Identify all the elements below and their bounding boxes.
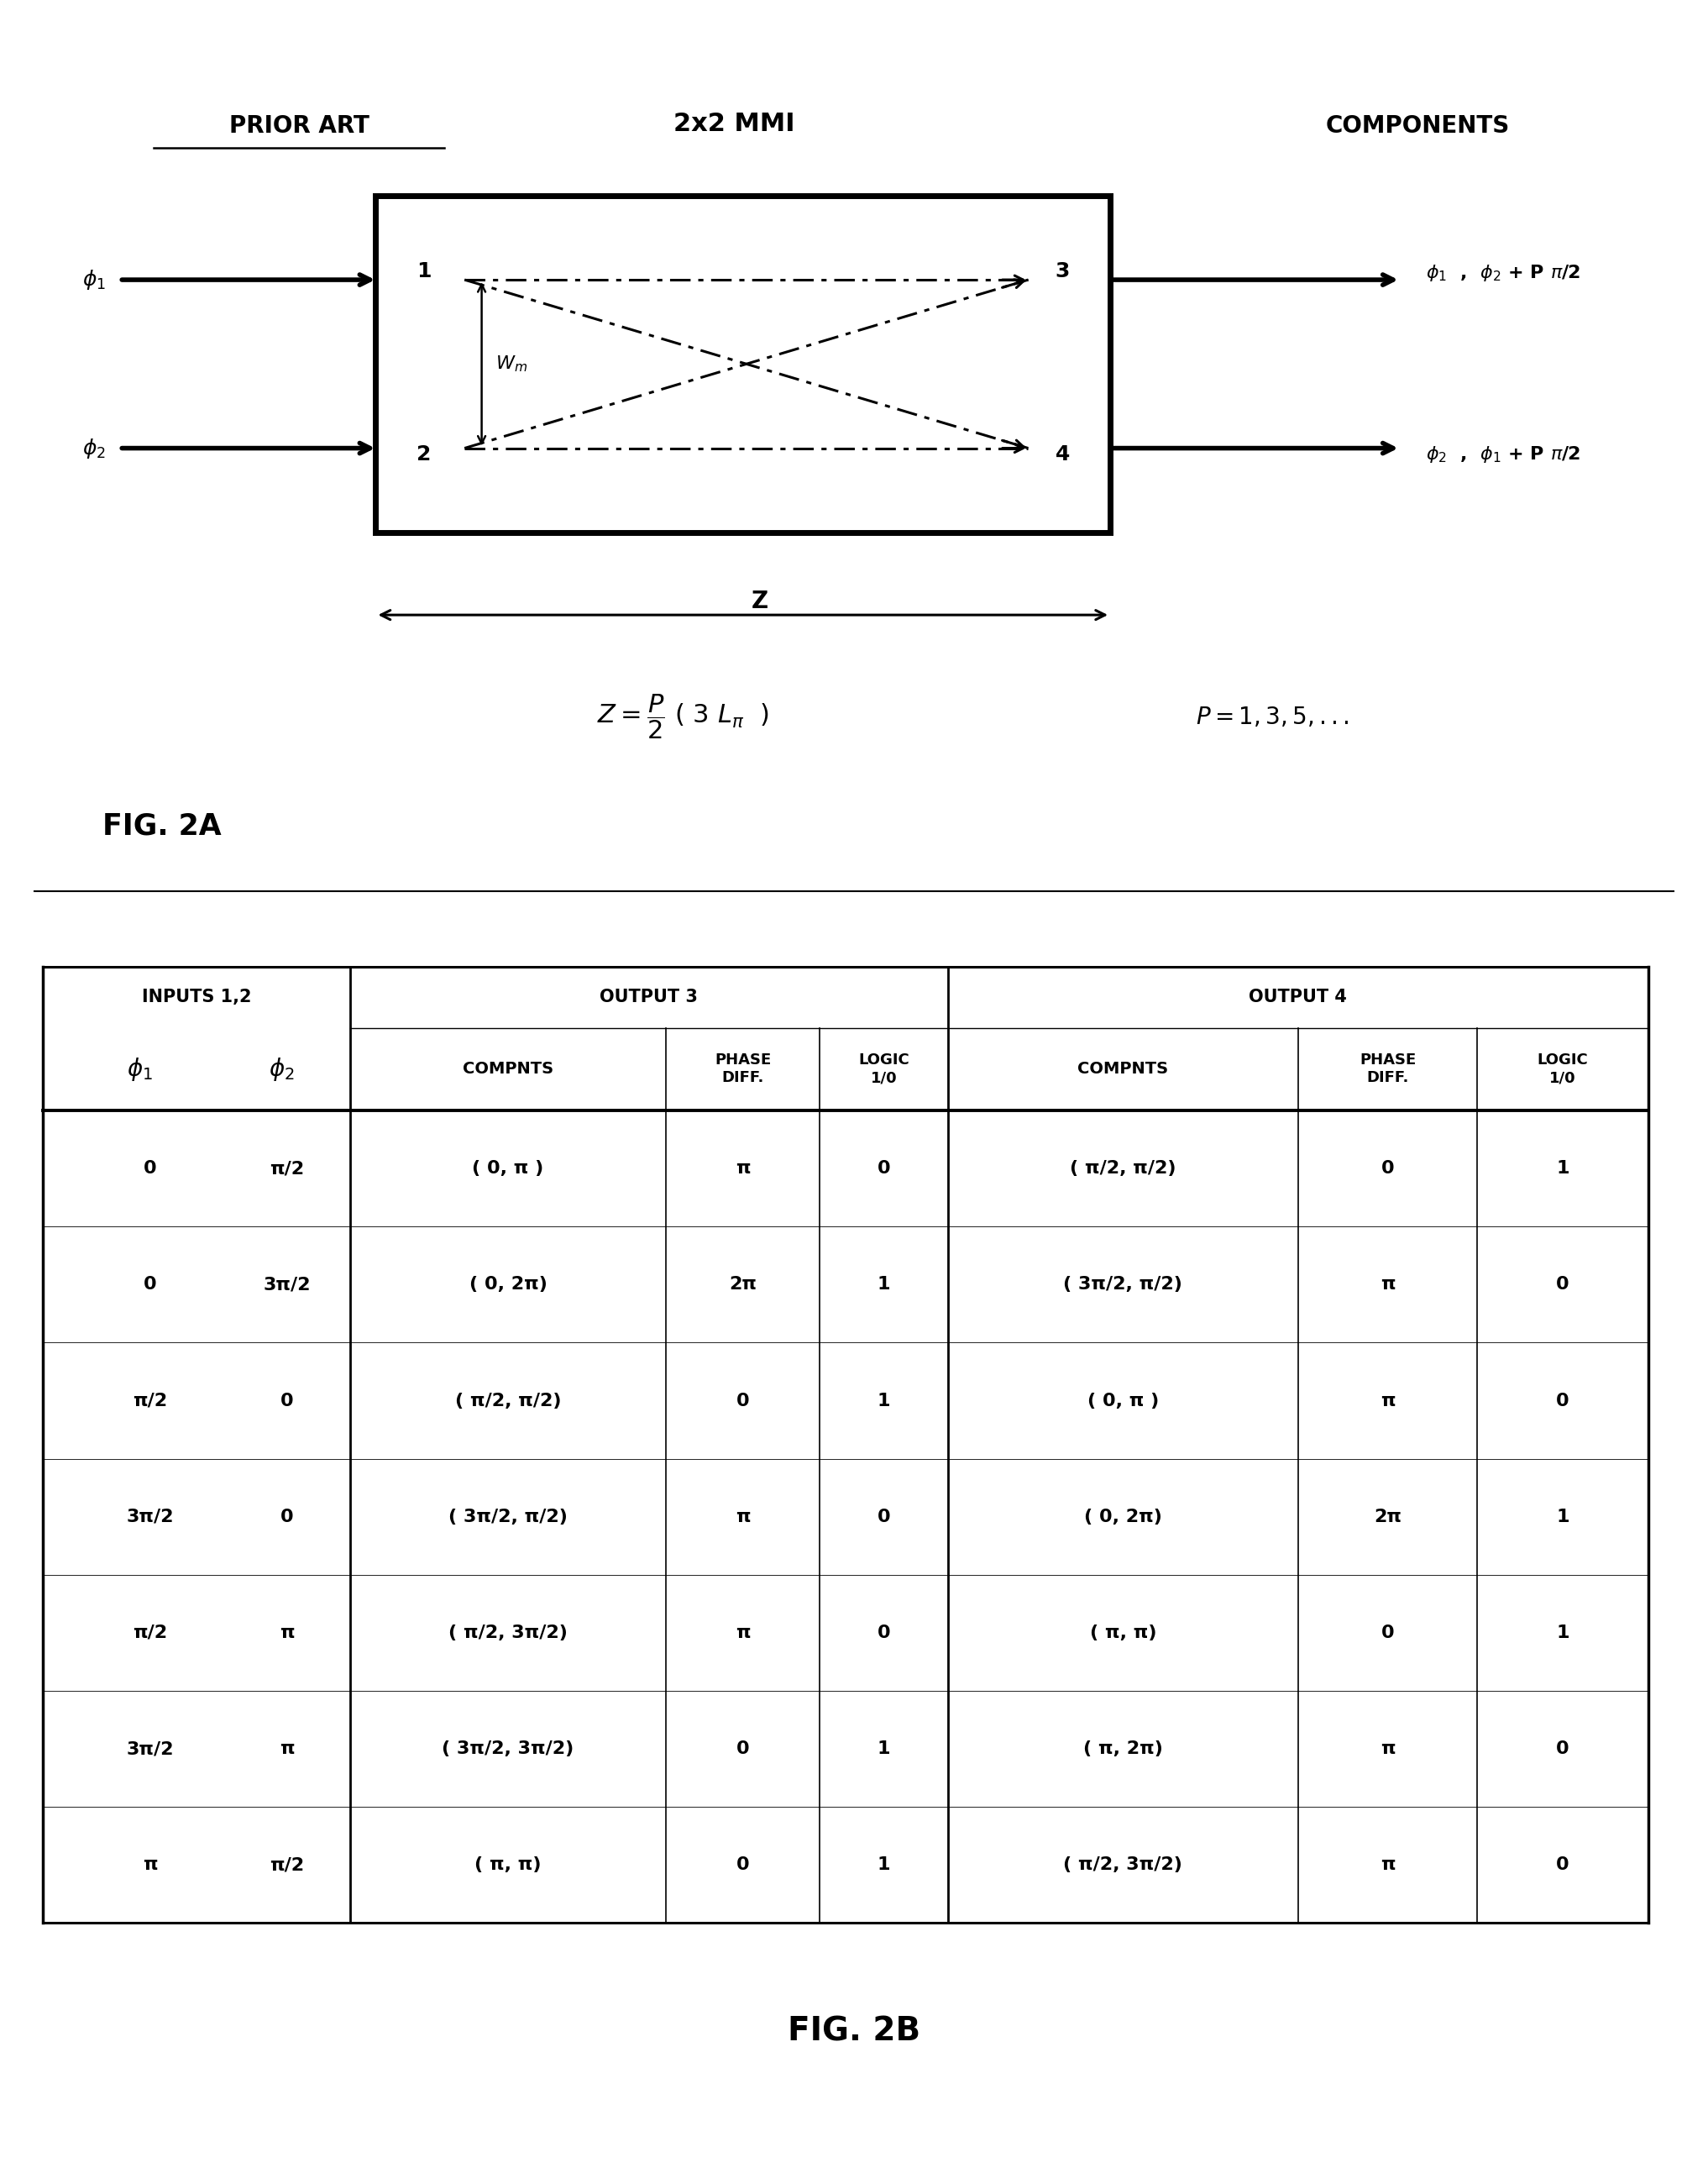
Text: ( π/2, π/2): ( π/2, π/2) [1069, 1160, 1177, 1178]
Text: $\phi_1$: $\phi_1$ [126, 1056, 154, 1082]
Text: 0: 0 [280, 1508, 294, 1525]
Text: LOGIC
1/0: LOGIC 1/0 [859, 1054, 909, 1084]
Text: 0: 0 [736, 1856, 750, 1873]
Text: 3: 3 [1056, 261, 1069, 280]
Text: 3π/2: 3π/2 [126, 1741, 174, 1758]
Text: 4: 4 [1056, 445, 1069, 465]
Text: ( π/2, 3π/2): ( π/2, 3π/2) [449, 1625, 567, 1641]
Text: 1: 1 [878, 1741, 890, 1758]
Text: FIG. 2A: FIG. 2A [102, 811, 222, 841]
Text: PHASE
DIFF.: PHASE DIFF. [1360, 1054, 1416, 1084]
Text: INPUTS 1,2: INPUTS 1,2 [142, 989, 251, 1006]
Text: 2π: 2π [1373, 1508, 1402, 1525]
Text: π: π [736, 1160, 750, 1178]
Text: 0: 0 [1556, 1276, 1570, 1293]
Text: ( 0, 2π): ( 0, 2π) [470, 1276, 547, 1293]
Text: 0: 0 [878, 1625, 890, 1641]
Text: PRIOR ART: PRIOR ART [229, 115, 369, 137]
Text: ( π, 2π): ( π, 2π) [1083, 1741, 1163, 1758]
Text: 3π/2: 3π/2 [263, 1276, 311, 1293]
Text: 0: 0 [280, 1393, 294, 1408]
Text: $\phi_1$: $\phi_1$ [82, 267, 106, 291]
Text: 0: 0 [1556, 1741, 1570, 1758]
Text: 0: 0 [143, 1160, 157, 1178]
Text: π: π [1380, 1276, 1395, 1293]
Text: 1: 1 [878, 1856, 890, 1873]
Text: 0: 0 [736, 1393, 750, 1408]
Text: $\phi_1$  ,  $\phi_2$ + P $\pi$/2: $\phi_1$ , $\phi_2$ + P $\pi$/2 [1426, 263, 1582, 282]
Bar [376, 196, 1110, 532]
Text: $Z = \dfrac{P}{2}\ \left(\ 3\ L_{\pi}\ \ \right)$: $Z = \dfrac{P}{2}\ \left(\ 3\ L_{\pi}\ \… [598, 693, 769, 741]
Text: π: π [280, 1625, 294, 1641]
Text: 2: 2 [417, 445, 430, 465]
Text: COMPNTS: COMPNTS [1078, 1060, 1168, 1078]
Text: $W_m$: $W_m$ [495, 354, 528, 374]
Text: π: π [1380, 1856, 1395, 1873]
Text: 1: 1 [1556, 1625, 1570, 1641]
Text: 0: 0 [143, 1276, 157, 1293]
Text: COMPNTS: COMPNTS [463, 1060, 553, 1078]
Text: PHASE
DIFF.: PHASE DIFF. [714, 1054, 772, 1084]
Text: 2x2 MMI: 2x2 MMI [673, 111, 796, 137]
Text: ( 3π/2, 3π/2): ( 3π/2, 3π/2) [442, 1741, 574, 1758]
Text: π: π [736, 1625, 750, 1641]
Text: 0: 0 [1382, 1625, 1394, 1641]
Text: 3π/2: 3π/2 [126, 1508, 174, 1525]
Text: OUTPUT 4: OUTPUT 4 [1249, 989, 1348, 1006]
Text: π: π [1380, 1393, 1395, 1408]
Text: ( 3π/2, π/2): ( 3π/2, π/2) [449, 1508, 567, 1525]
Text: 0: 0 [736, 1741, 750, 1758]
Text: 0: 0 [878, 1508, 890, 1525]
Text: 0: 0 [1556, 1856, 1570, 1873]
Text: ( π, π): ( π, π) [1090, 1625, 1156, 1641]
Text: ( 0, π ): ( 0, π ) [473, 1160, 543, 1178]
Text: π: π [1380, 1741, 1395, 1758]
Text: π: π [280, 1741, 294, 1758]
Text: Z: Z [752, 589, 769, 613]
Text: π: π [736, 1508, 750, 1525]
Text: 1: 1 [878, 1276, 890, 1293]
Text: ( 0, π ): ( 0, π ) [1088, 1393, 1158, 1408]
Text: 0: 0 [1382, 1160, 1394, 1178]
Text: 1: 1 [417, 261, 430, 280]
Text: 1: 1 [878, 1393, 890, 1408]
Text: π/2: π/2 [270, 1856, 304, 1873]
Text: ( 0, 2π): ( 0, 2π) [1085, 1508, 1161, 1525]
Text: 1: 1 [1556, 1508, 1570, 1525]
Text: OUTPUT 3: OUTPUT 3 [600, 989, 699, 1006]
Text: π/2: π/2 [133, 1393, 167, 1408]
Text: π/2: π/2 [133, 1625, 167, 1641]
Text: $\phi_2$: $\phi_2$ [268, 1056, 295, 1082]
Text: FIG. 2B: FIG. 2B [787, 2017, 921, 2047]
Text: 2π: 2π [729, 1276, 757, 1293]
Text: π/2: π/2 [270, 1160, 304, 1178]
Text: ( π, π): ( π, π) [475, 1856, 541, 1873]
Text: ( 3π/2, π/2): ( 3π/2, π/2) [1064, 1276, 1182, 1293]
Text: 1: 1 [1556, 1160, 1570, 1178]
Text: COMPONENTS: COMPONENTS [1325, 115, 1510, 137]
Text: ( π/2, 3π/2): ( π/2, 3π/2) [1064, 1856, 1182, 1873]
Text: π: π [143, 1856, 157, 1873]
Text: 0: 0 [1556, 1393, 1570, 1408]
Text: 0: 0 [878, 1160, 890, 1178]
Text: ( π/2, π/2): ( π/2, π/2) [454, 1393, 562, 1408]
Text: LOGIC
1/0: LOGIC 1/0 [1537, 1054, 1588, 1084]
Text: $\phi_2$: $\phi_2$ [82, 437, 106, 461]
Text: $P = 1, 3, 5, ...$: $P = 1, 3, 5, ...$ [1196, 706, 1349, 728]
Text: $\phi_2$  ,  $\phi_1$ + P $\pi$/2: $\phi_2$ , $\phi_1$ + P $\pi$/2 [1426, 445, 1582, 465]
